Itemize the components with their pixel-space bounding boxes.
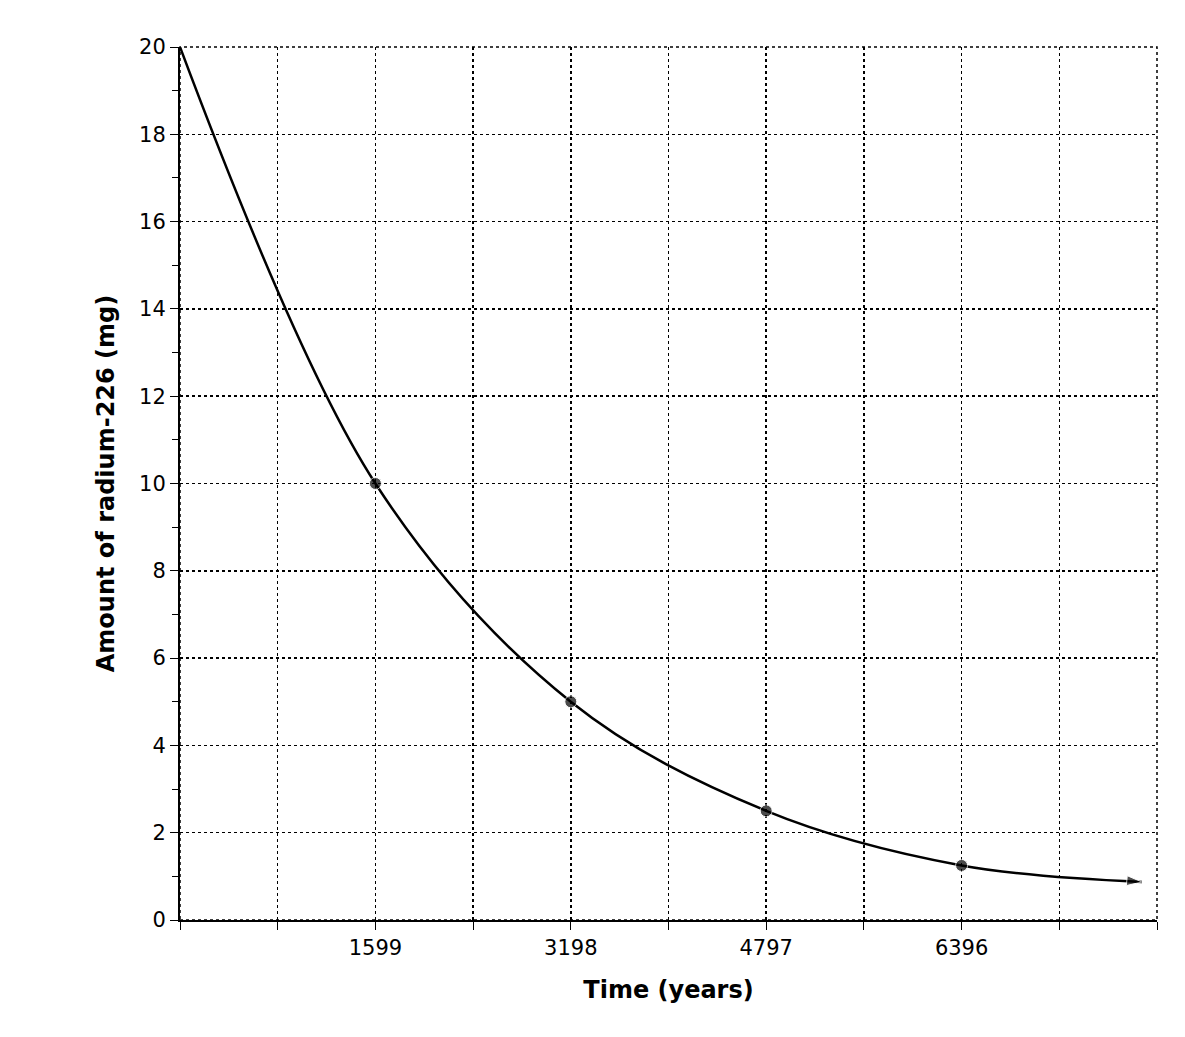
svg-text:2: 2	[152, 821, 165, 845]
svg-text:10: 10	[139, 472, 166, 496]
svg-text:14: 14	[139, 297, 166, 321]
svg-text:Time (years): Time (years)	[583, 976, 753, 1004]
svg-text:6396: 6396	[935, 936, 988, 960]
svg-text:Amount of radium-226 (mg): Amount of radium-226 (mg)	[92, 295, 120, 672]
svg-text:12: 12	[139, 385, 166, 409]
svg-text:3198: 3198	[544, 936, 597, 960]
svg-text:1599: 1599	[349, 936, 402, 960]
svg-text:16: 16	[139, 210, 166, 234]
svg-text:0: 0	[152, 908, 165, 932]
svg-text:6: 6	[152, 646, 165, 670]
svg-text:8: 8	[152, 559, 165, 583]
svg-text:4797: 4797	[739, 936, 792, 960]
svg-text:4: 4	[152, 734, 165, 758]
svg-text:18: 18	[139, 123, 166, 147]
svg-text:20: 20	[139, 35, 166, 59]
